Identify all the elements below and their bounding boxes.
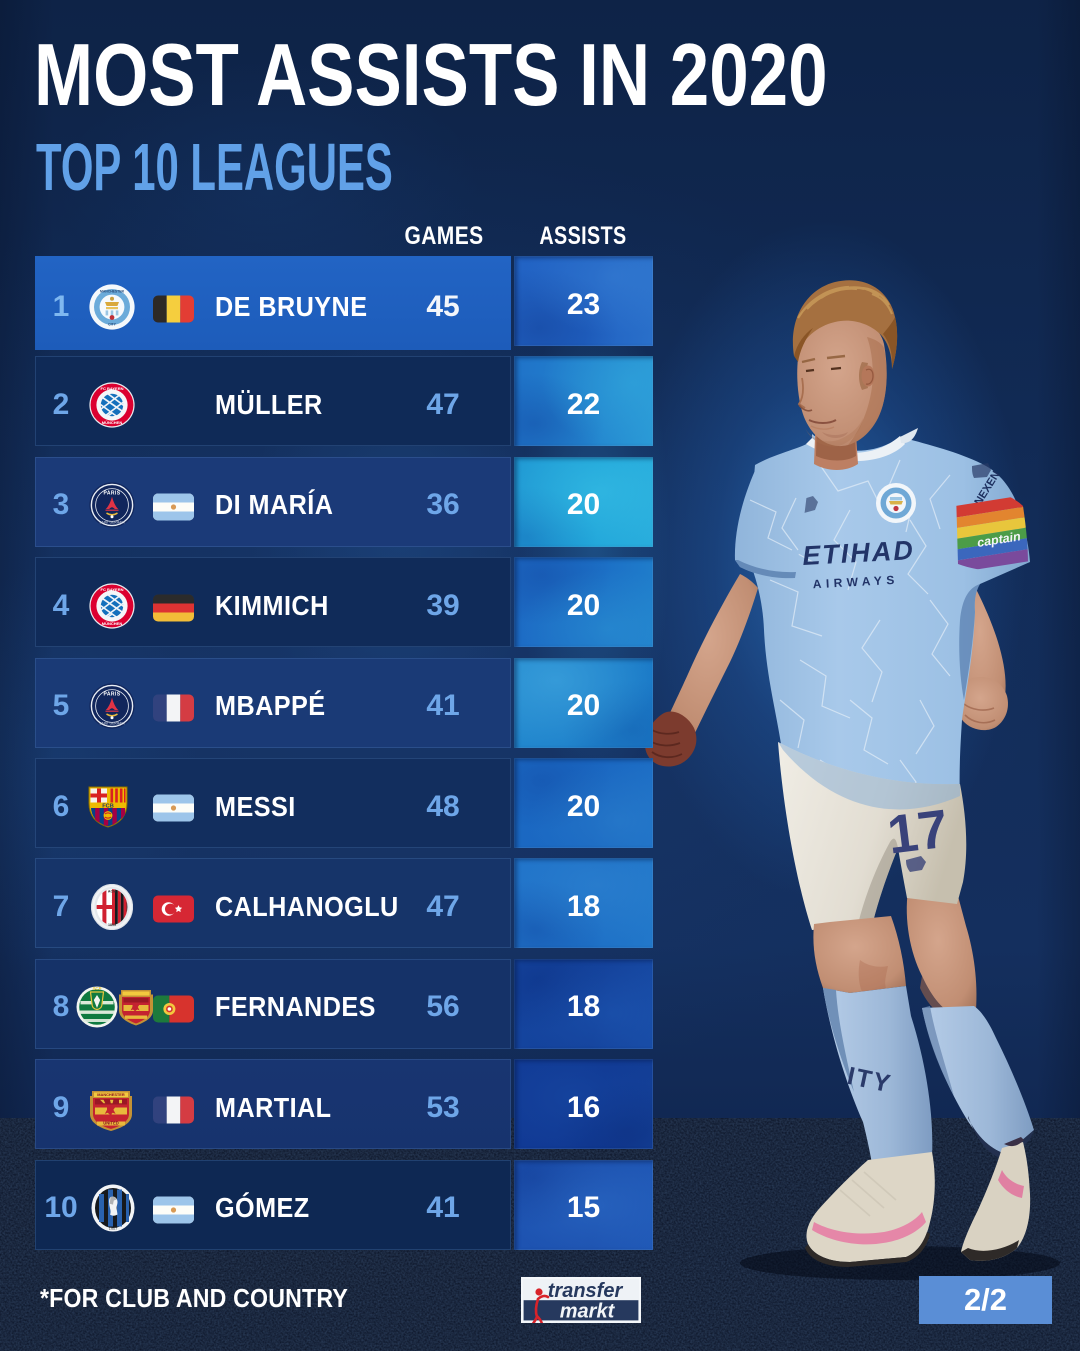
svg-text:MÜNCHEN: MÜNCHEN: [102, 420, 123, 425]
svg-text:captain: captain: [976, 529, 1022, 550]
svg-text:PARIS: PARIS: [104, 491, 121, 497]
svg-text:1899: 1899: [108, 923, 116, 927]
svg-text:FC BAYERN: FC BAYERN: [101, 587, 124, 592]
svg-text:CITY: CITY: [108, 322, 116, 326]
svg-text:AIRWAYS: AIRWAYS: [812, 573, 899, 591]
svg-text:17: 17: [884, 799, 951, 866]
svg-text:PARIS: PARIS: [104, 692, 121, 698]
svg-text:UNITED: UNITED: [103, 1120, 119, 1125]
svg-text:1907: 1907: [109, 1227, 117, 1231]
svg-text:ACM: ACM: [108, 889, 116, 893]
svg-text:markt: markt: [560, 1301, 616, 1323]
svg-text:transfer: transfer: [548, 1280, 624, 1302]
svg-text:FC BAYERN: FC BAYERN: [101, 386, 124, 391]
svg-text:FCB: FCB: [102, 803, 114, 809]
svg-text:SAINT GERMAIN: SAINT GERMAIN: [99, 521, 125, 525]
svg-text:MÜNCHEN: MÜNCHEN: [102, 621, 123, 626]
svg-text:MANCHESTER: MANCHESTER: [97, 1092, 125, 1097]
svg-text:MANCHESTER: MANCHESTER: [100, 289, 124, 293]
svg-text:SAINT GERMAIN: SAINT GERMAIN: [99, 722, 125, 726]
svg-text:SCP: SCP: [92, 986, 101, 991]
svg-text:ETIHAD: ETIHAD: [802, 535, 916, 571]
